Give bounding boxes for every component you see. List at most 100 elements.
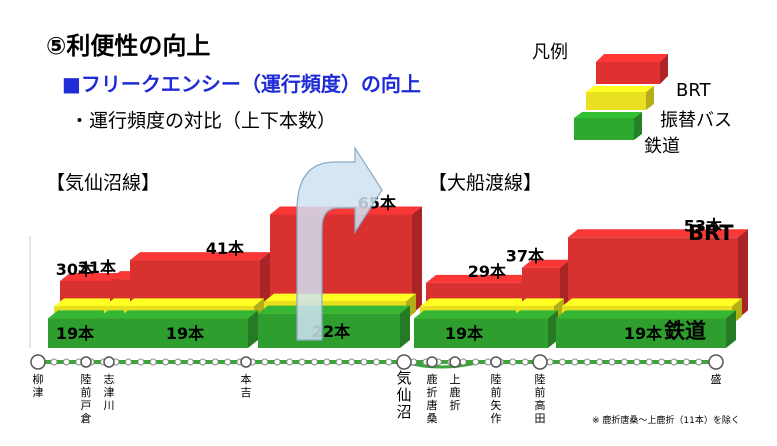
- station-label-char: 矢: [491, 398, 502, 412]
- station-marker: [449, 356, 461, 368]
- stop-dot: [360, 358, 368, 366]
- bar-rail-top: [258, 305, 410, 314]
- data-label-rail: 19本: [624, 324, 662, 343]
- legend-swatch-bus-top: [586, 86, 654, 92]
- stop-dot: [583, 358, 591, 366]
- data-label-brt: 30本: [56, 260, 94, 279]
- station-marker: [396, 354, 412, 370]
- bar-rail-side: [548, 310, 558, 348]
- station-label-char: 鹿: [450, 385, 461, 399]
- station-label-char: 津: [104, 386, 115, 399]
- data-label-rail: 19本: [56, 324, 94, 343]
- data-label-brt: 41本: [206, 239, 244, 258]
- data-label-brt: 31本: [78, 258, 116, 277]
- station-marker: [708, 354, 724, 370]
- stop-dot: [261, 358, 269, 366]
- data-label-brt: 37本: [506, 247, 544, 266]
- stop-dot: [608, 358, 616, 366]
- bar-rail: [556, 318, 726, 348]
- bar-brt-side: [412, 206, 422, 314]
- stop-dot: [484, 358, 492, 366]
- bar-brt-top: [568, 229, 748, 238]
- bar-bus-top: [516, 298, 564, 307]
- stop-dot: [149, 358, 157, 366]
- data-label-rail: 19本: [445, 324, 483, 343]
- station-label-char: 吉: [241, 386, 252, 399]
- station-label-char: 作: [491, 412, 502, 425]
- legend-swatch-brt-side: [660, 54, 668, 84]
- station-label-char: 陸: [535, 373, 546, 386]
- legend-swatch-rail-side: [634, 112, 642, 140]
- stop-dot: [310, 358, 318, 366]
- stop-dot: [558, 358, 566, 366]
- end-label-brt: BRT: [688, 221, 734, 245]
- bar-rail-top: [48, 310, 108, 319]
- bar-rail-top: [414, 310, 520, 319]
- stop-dot: [571, 358, 579, 366]
- station-label-char: 鹿: [427, 372, 438, 386]
- station-label-char: 上: [450, 373, 461, 386]
- stop-dot: [137, 358, 145, 366]
- data-label-brt: 53本: [684, 216, 722, 235]
- stop-dot: [546, 358, 554, 366]
- stop-dot: [670, 358, 678, 366]
- station-label-char: 高: [535, 398, 546, 412]
- line-label-kesennuma: 【気仙沼線】: [46, 172, 161, 194]
- legend-swatch-brt: [596, 62, 660, 84]
- station-label-char: 津: [33, 386, 44, 399]
- legend-swatch-brt-top: [596, 54, 668, 62]
- stop-dot: [186, 358, 194, 366]
- section-subtitle: ■フリークエンシー（運行頻度）の向上: [62, 72, 421, 96]
- stop-dot: [211, 358, 219, 366]
- legend-swatch-rail-top: [574, 112, 642, 118]
- station-label-char: 田: [535, 412, 546, 425]
- bar-rail: [258, 313, 400, 348]
- station-marker: [426, 356, 438, 368]
- legend-swatch-bus: [586, 92, 646, 110]
- bar-bus-top: [420, 298, 526, 307]
- bar-brt-top: [426, 274, 532, 283]
- bar-rail-top: [118, 310, 258, 319]
- station-marker: [30, 354, 46, 370]
- footnote: ※ 鹿折唐桑～上鹿折（11本）を除く: [592, 416, 740, 426]
- legend-swatch-rail: [574, 118, 634, 140]
- stop-dot: [372, 358, 380, 366]
- stop-dot: [224, 358, 232, 366]
- bar-bus-top: [264, 293, 416, 302]
- station-marker: [80, 356, 92, 368]
- stop-dot: [521, 358, 529, 366]
- station-marker: [490, 356, 502, 368]
- bar-rail-side: [248, 310, 258, 348]
- stop-dot: [323, 358, 331, 366]
- stop-dot: [62, 358, 70, 366]
- stop-dot: [472, 358, 480, 366]
- station-label-char: 桑: [427, 412, 438, 425]
- station-label-char: 志: [104, 373, 115, 386]
- data-label-brt: 29本: [468, 262, 506, 281]
- station-marker: [240, 356, 252, 368]
- stop-dot: [459, 358, 467, 366]
- end-label-rail: 鉄道: [664, 319, 706, 343]
- stop-dot: [162, 358, 170, 366]
- station-label-char: 前: [81, 385, 92, 399]
- stop-dot: [645, 358, 653, 366]
- stop-dot: [385, 358, 393, 366]
- stop-dot: [633, 358, 641, 366]
- stop-dot: [509, 358, 517, 366]
- stop-dot: [348, 358, 356, 366]
- bar-rail: [414, 318, 510, 348]
- station-label-char: 気: [396, 369, 411, 387]
- bar-rail: [98, 318, 120, 348]
- stop-dot: [682, 358, 690, 366]
- station-marker: [103, 356, 115, 368]
- station-label-char: 倉: [81, 411, 92, 425]
- bar-bus-top: [124, 298, 264, 307]
- bar-rail-top: [510, 310, 558, 319]
- station-label-char: 本: [241, 372, 252, 386]
- bullet-text: ・運行頻度の対比（上下本数）: [70, 110, 337, 132]
- bar-brt-top: [522, 259, 570, 268]
- bar-rail-side: [400, 305, 410, 348]
- station-label-char: 盛: [711, 372, 722, 386]
- station-marker: [532, 354, 548, 370]
